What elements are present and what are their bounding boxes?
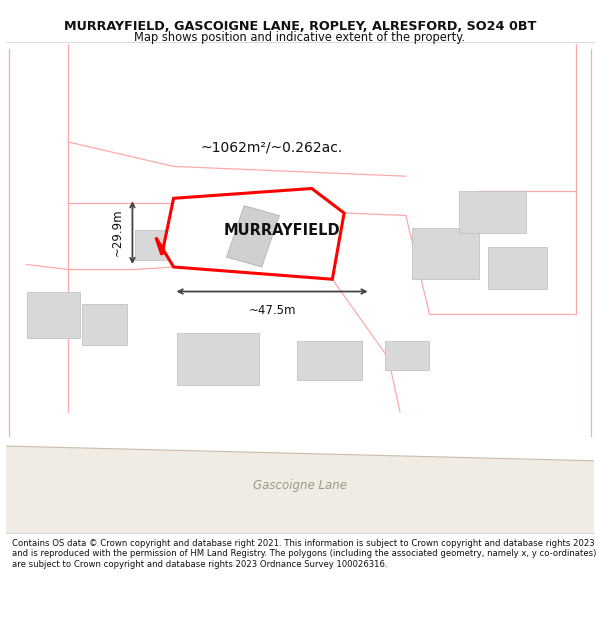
Polygon shape: [156, 189, 344, 279]
Polygon shape: [227, 206, 280, 267]
Text: ~29.9m: ~29.9m: [110, 209, 124, 256]
Polygon shape: [176, 333, 259, 385]
Polygon shape: [385, 341, 430, 370]
Polygon shape: [297, 341, 362, 380]
Polygon shape: [6, 446, 594, 534]
Polygon shape: [26, 291, 79, 338]
Polygon shape: [412, 228, 479, 279]
Text: Contains OS data © Crown copyright and database right 2021. This information is : Contains OS data © Crown copyright and d…: [12, 539, 596, 569]
Text: ~1062m²/~0.262ac.: ~1062m²/~0.262ac.: [200, 140, 342, 154]
Polygon shape: [82, 304, 127, 346]
Polygon shape: [136, 230, 168, 259]
Polygon shape: [488, 248, 547, 289]
Text: ~47.5m: ~47.5m: [248, 304, 296, 317]
Polygon shape: [459, 191, 526, 232]
Text: Gascoigne Lane: Gascoigne Lane: [253, 479, 347, 492]
Text: MURRAYFIELD: MURRAYFIELD: [224, 222, 341, 238]
Text: MURRAYFIELD, GASCOIGNE LANE, ROPLEY, ALRESFORD, SO24 0BT: MURRAYFIELD, GASCOIGNE LANE, ROPLEY, ALR…: [64, 20, 536, 33]
Text: Map shows position and indicative extent of the property.: Map shows position and indicative extent…: [134, 31, 466, 44]
